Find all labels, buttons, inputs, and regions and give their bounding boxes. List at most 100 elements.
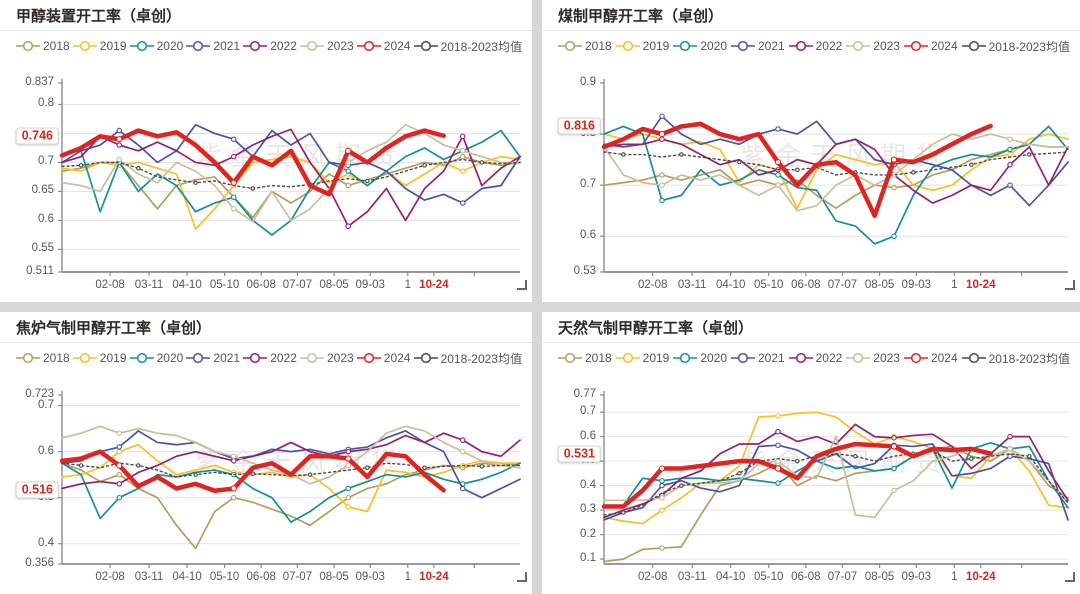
- series-point-marker: [891, 435, 897, 441]
- chart-legend: 2018 2019 2020 2021 2022 2023 2024 2018-2023均值: [542, 343, 1080, 371]
- legend-item-2021[interactable]: 2021: [730, 39, 785, 53]
- y-axis-tick-label: 0.7: [38, 398, 54, 411]
- series-point-marker: [1007, 161, 1013, 168]
- series-point-marker: [345, 485, 351, 492]
- chart-title: 甲醇装置开工率（卓创）: [16, 9, 182, 25]
- series-point-marker: [659, 477, 665, 484]
- series-point-marker: [479, 464, 485, 469]
- resize-handle-icon[interactable]: [1065, 572, 1075, 582]
- series-line-2024: [601, 121, 993, 219]
- x-axis-tick-label: 02-08: [638, 279, 668, 291]
- legend-series-marker-icon: [961, 352, 986, 364]
- series-point-marker: [116, 462, 123, 469]
- legend-item-2023[interactable]: 2023: [846, 351, 900, 365]
- legend-item-2018[interactable]: 2018: [558, 351, 612, 365]
- series-point-marker: [231, 206, 237, 212]
- y-axis-tick-label: 0.837: [25, 76, 54, 88]
- series-point-marker: [1007, 136, 1013, 142]
- x-axis-tick-label-latest: 10-24: [419, 571, 449, 583]
- series-point-marker: [345, 455, 352, 462]
- legend-item-2023[interactable]: 2023: [846, 39, 900, 53]
- legend-series-marker-icon: [356, 40, 381, 52]
- x-axis-tick-label: 05-10: [754, 279, 784, 291]
- y-axis-tick-label: 0.9: [580, 76, 596, 88]
- legend-item-2020[interactable]: 2020: [129, 39, 183, 53]
- series-point-marker: [890, 156, 898, 163]
- legend-item-2024[interactable]: 2024: [903, 351, 958, 365]
- series-point-marker: [853, 453, 858, 459]
- legend-label: 2024: [383, 351, 411, 365]
- series-point-marker: [345, 494, 351, 501]
- legend-label: 2021: [213, 39, 241, 53]
- legend-item-2018[interactable]: 2018: [558, 39, 612, 53]
- legend-item-2021[interactable]: 2021: [730, 351, 785, 365]
- series-point-marker: [231, 458, 237, 464]
- legend-series-marker-icon: [243, 352, 268, 364]
- series-point-marker: [658, 465, 666, 472]
- x-axis-tick-label: 09-03: [901, 279, 931, 291]
- series-point-marker: [775, 172, 781, 178]
- series-point-marker: [659, 136, 665, 142]
- chart-canvas: [600, 79, 1069, 276]
- legend-item-2019[interactable]: 2019: [615, 351, 669, 365]
- legend-item-2022[interactable]: 2022: [788, 39, 843, 53]
- legend-item-2022[interactable]: 2022: [788, 351, 842, 365]
- legend-item-2020[interactable]: 2020: [673, 351, 727, 365]
- y-axis-tick-label: 0.6: [580, 229, 596, 242]
- x-axis-tick-label: 07-07: [827, 571, 858, 583]
- series-point-marker: [116, 430, 123, 436]
- legend-item-2024[interactable]: 2024: [356, 39, 410, 53]
- y-axis-tick-label: 0.77: [573, 388, 596, 400]
- series-line-2023: [603, 133, 1069, 212]
- series-point-marker: [116, 494, 123, 501]
- series-line-2021: [61, 123, 521, 204]
- series-point-marker: [459, 133, 466, 140]
- legend-series-marker-icon: [16, 40, 40, 52]
- legend-item-2021[interactable]: 2021: [186, 39, 240, 53]
- legend-item-2020[interactable]: 2020: [129, 351, 183, 365]
- legend-item-2019[interactable]: 2019: [72, 351, 127, 365]
- legend-item-2024[interactable]: 2024: [356, 351, 411, 365]
- resize-handle-icon[interactable]: [1065, 280, 1075, 290]
- legend-label: 2022: [815, 39, 843, 53]
- series-line-2024: [59, 449, 446, 494]
- legend-item-2018[interactable]: 2018: [16, 39, 70, 53]
- legend-item-2018[interactable]: 2018: [16, 351, 70, 365]
- series-point-marker: [479, 160, 485, 165]
- series-line-2020: [603, 125, 1069, 245]
- series-line-2022: [61, 128, 521, 228]
- series-line-2021: [61, 430, 521, 499]
- legend-series-marker-icon: [903, 40, 928, 52]
- legend-item-2023[interactable]: 2023: [299, 351, 354, 365]
- legend-item-2021[interactable]: 2021: [186, 351, 240, 365]
- x-axis-tick-label-latest: 10-24: [419, 279, 449, 291]
- legend-item-2019[interactable]: 2019: [72, 39, 127, 53]
- legend-item-2024[interactable]: 2024: [903, 39, 958, 53]
- resize-handle-icon[interactable]: [517, 572, 527, 582]
- legend-item-2018-2023均值[interactable]: 2018-2023均值: [413, 38, 522, 55]
- series-point-marker: [459, 148, 466, 154]
- series-point-marker: [659, 482, 665, 489]
- x-axis-tick-label: 03-11: [134, 571, 164, 583]
- legend-series-marker-icon: [356, 352, 381, 364]
- series-point-marker: [345, 147, 352, 154]
- x-axis-tick-label: 09-03: [355, 571, 385, 583]
- legend-item-2020[interactable]: 2020: [673, 39, 727, 53]
- legend-item-2022[interactable]: 2022: [243, 39, 297, 53]
- legend-item-2018-2023均值[interactable]: 2018-2023均值: [413, 350, 522, 367]
- legend-label: 2021: [757, 351, 785, 365]
- title-divider: [0, 342, 532, 343]
- legend-item-2023[interactable]: 2023: [299, 39, 354, 53]
- legend-item-2022[interactable]: 2022: [243, 351, 297, 365]
- chart-canvas: [58, 391, 521, 568]
- series-point-marker: [116, 481, 123, 487]
- legend-series-marker-icon: [558, 352, 582, 364]
- legend-item-2019[interactable]: 2019: [615, 39, 669, 53]
- resize-handle-icon[interactable]: [517, 280, 527, 290]
- chart-plot: 紫金天风期货0.7230.70.60.50.40.35602-0803-1104…: [0, 371, 532, 594]
- series-point-marker: [969, 162, 974, 167]
- current-value-tag: 0.516: [15, 481, 59, 499]
- legend-item-2018-2023均值[interactable]: 2018-2023均值: [961, 38, 1070, 55]
- x-axis-tick-label: 05-10: [209, 571, 240, 583]
- legend-item-2018-2023均值[interactable]: 2018-2023均值: [961, 350, 1070, 367]
